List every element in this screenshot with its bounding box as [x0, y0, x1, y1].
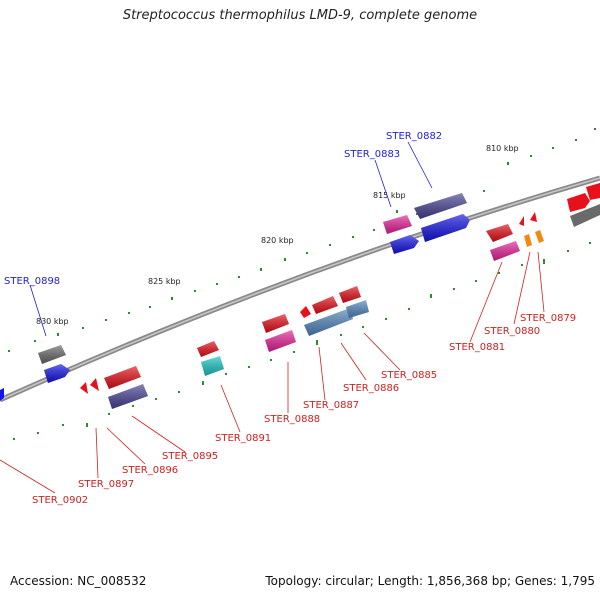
label-ster-0882[interactable]: STER_0882: [386, 131, 442, 142]
label-ster-0898[interactable]: STER_0898: [4, 276, 60, 287]
accession-text: Accession: NC_008532: [10, 574, 147, 588]
gene-gray-right[interactable]: [570, 204, 600, 227]
gene-blue-left-edge[interactable]: [0, 388, 4, 401]
topology-text: Topology: circular; Length: 1,856,368 bp…: [265, 574, 595, 588]
map-title: Streptococcus thermophilus LMD-9, comple…: [122, 8, 478, 23]
label-ster-0883[interactable]: STER_0883: [344, 149, 400, 160]
forward-genes: [0, 183, 600, 401]
label-ster-0888[interactable]: STER_0888: [264, 414, 320, 425]
label-ster-0879[interactable]: STER_0879: [520, 313, 576, 324]
gene-ster-0880[interactable]: [519, 216, 524, 226]
gene-red-right[interactable]: [567, 193, 590, 212]
genome-backbone: [0, 175, 600, 403]
label-ster-0887[interactable]: STER_0887: [303, 400, 359, 411]
label-ster-0897[interactable]: STER_0897: [78, 479, 134, 490]
label-ster-0880[interactable]: STER_0880: [484, 326, 540, 337]
gene-orange-b[interactable]: [535, 230, 544, 243]
label-ster-0902[interactable]: STER_0902: [32, 495, 88, 506]
gene-red-edge[interactable]: [586, 183, 600, 200]
inner-tick-ring: [13, 242, 591, 440]
label-ster-0896[interactable]: STER_0896: [122, 465, 178, 476]
label-ster-0886[interactable]: STER_0886: [343, 383, 399, 394]
gene-red-0887a[interactable]: [300, 306, 311, 318]
gene-ster-0896[interactable]: [90, 378, 99, 391]
scale-label-810: 810 kbp: [486, 144, 519, 153]
gene-ster-0897[interactable]: [80, 382, 88, 394]
tick-major: [57, 333, 59, 336]
label-ster-0895[interactable]: STER_0895: [162, 451, 218, 462]
label-ster-0891[interactable]: STER_0891: [215, 433, 271, 444]
scale-label-830: 830 kbp: [36, 317, 69, 326]
label-ster-0881[interactable]: STER_0881: [449, 342, 505, 353]
reverse-genes: [80, 212, 544, 409]
gene-labels: STER_0882 STER_0883 STER_0898 STER_0879 …: [4, 131, 576, 506]
scale-label-825: 825 kbp: [148, 277, 181, 286]
leader-lines: [0, 141, 545, 494]
scale-label-820: 820 kbp: [261, 236, 294, 245]
outer-tick-ring: [8, 128, 596, 352]
gene-orange-a[interactable]: [524, 234, 532, 247]
label-ster-0885[interactable]: STER_0885: [381, 370, 437, 381]
scale-label-815: 815 kbp: [373, 191, 406, 200]
gene-ster-0879[interactable]: [530, 212, 537, 222]
